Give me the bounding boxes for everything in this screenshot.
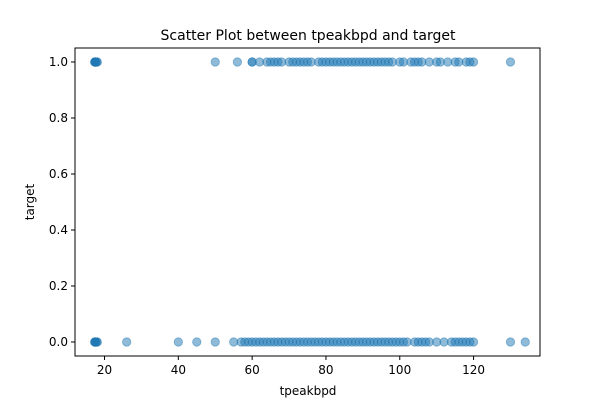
scatter-point bbox=[520, 337, 530, 347]
y-axis-title: target bbox=[23, 183, 37, 220]
scatter-point bbox=[89, 57, 100, 67]
y-tick-label: 1.0 bbox=[49, 55, 68, 69]
y-axis: 0.0 0.2 0.4 0.6 0.8 1.0 bbox=[49, 55, 75, 349]
scatter-point bbox=[192, 337, 202, 347]
scatter-point bbox=[210, 57, 220, 67]
x-tick-label: 80 bbox=[318, 363, 333, 377]
y-tick-label: 0.2 bbox=[49, 279, 68, 293]
x-axis-title: tpeakbpd bbox=[280, 384, 337, 398]
scatter-point bbox=[505, 337, 516, 347]
points-layer bbox=[89, 57, 530, 347]
scatter-point bbox=[122, 337, 132, 347]
x-axis: 20 40 60 80 100 120 bbox=[97, 356, 485, 377]
chart-title: Scatter Plot between tpeakbpd and target bbox=[161, 28, 456, 44]
y-tick-label: 0.6 bbox=[49, 167, 68, 181]
x-tick-label: 100 bbox=[388, 363, 411, 377]
scatter-point bbox=[89, 337, 100, 347]
plot-frame bbox=[74, 47, 541, 357]
scatter-point bbox=[468, 337, 479, 347]
y-tick-label: 0.0 bbox=[49, 335, 68, 349]
scatter-point bbox=[210, 337, 220, 347]
scatter-point bbox=[468, 57, 479, 67]
scatter-point bbox=[173, 337, 183, 347]
x-tick-label: 120 bbox=[462, 363, 485, 377]
scatter-point bbox=[232, 57, 242, 67]
y-tick-label: 0.8 bbox=[49, 111, 68, 125]
scatter-point bbox=[505, 57, 516, 67]
x-tick-label: 40 bbox=[171, 363, 186, 377]
x-tick-label: 60 bbox=[245, 363, 260, 377]
x-tick-label: 20 bbox=[97, 363, 112, 377]
y-tick-label: 0.4 bbox=[49, 223, 68, 237]
